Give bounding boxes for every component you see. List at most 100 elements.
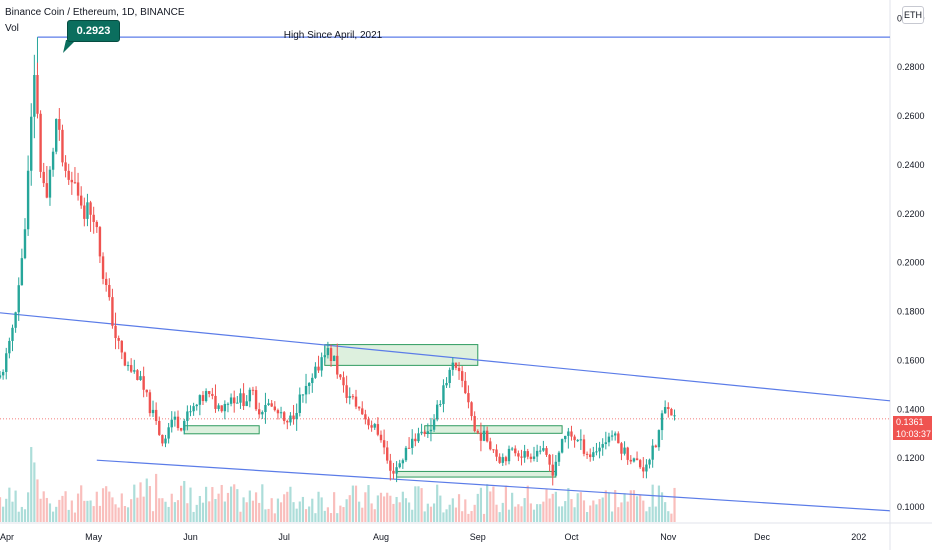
candle-body — [548, 454, 551, 465]
candle-body — [501, 457, 504, 463]
candle-body — [317, 366, 320, 371]
volume-bar — [364, 492, 367, 522]
volume-bar — [289, 486, 292, 522]
candle-body — [370, 425, 373, 428]
candle-body — [242, 393, 245, 407]
candle-body — [139, 376, 142, 380]
candle-body — [92, 214, 95, 222]
x-tick-label: Aug — [373, 532, 389, 542]
candle-body — [473, 416, 476, 432]
candle-body — [79, 195, 83, 206]
candle-body — [30, 116, 33, 171]
volume-bar — [354, 485, 358, 522]
volume-bar — [89, 500, 92, 522]
volume-bar — [361, 507, 364, 522]
candles — [0, 54, 676, 486]
volume-bar — [457, 494, 461, 522]
candle-body — [523, 451, 526, 458]
candle-body — [251, 389, 255, 391]
currency-button[interactable]: ETH — [902, 6, 924, 24]
x-tick-label: Jun — [183, 532, 198, 542]
candle-body — [76, 182, 80, 196]
volume-bar — [507, 509, 511, 522]
volume-bar — [108, 491, 111, 522]
volume-bar — [258, 502, 261, 522]
candle-body — [382, 440, 386, 448]
volume-bar — [67, 509, 70, 522]
volume-bar — [476, 493, 479, 522]
volume-bar — [111, 497, 114, 522]
volume-bar — [208, 501, 211, 522]
candle-body — [526, 451, 529, 457]
volume-bar — [314, 513, 317, 522]
volume-bar — [632, 490, 636, 522]
candle-body — [339, 374, 342, 378]
candle-body — [167, 427, 170, 439]
candle-body — [164, 438, 167, 444]
candle-body — [589, 454, 592, 458]
volume-bars — [0, 447, 676, 522]
candle-body — [189, 411, 192, 413]
candle-body — [51, 151, 55, 170]
volume-bar — [105, 486, 108, 522]
volume-bar — [517, 504, 520, 522]
volume-bar — [205, 486, 208, 522]
volume-bar — [61, 495, 64, 522]
candle-body — [482, 430, 486, 441]
upper-trendline — [0, 312, 891, 402]
candle-body — [5, 353, 8, 372]
candle-body — [495, 449, 498, 457]
candle-body — [133, 370, 136, 372]
volume-bar — [351, 485, 354, 522]
volume-bar — [76, 493, 80, 522]
volume-bar — [417, 486, 420, 522]
candle-body — [354, 396, 358, 407]
candle-body — [357, 406, 361, 409]
volume-bar — [501, 502, 504, 522]
candle-body — [248, 389, 252, 402]
volume-bar — [473, 504, 476, 522]
candle-body — [0, 375, 2, 378]
candle-body — [670, 409, 673, 416]
candle-body — [192, 406, 195, 412]
volume-bar — [95, 491, 98, 522]
candle-body — [20, 258, 24, 286]
candle-body — [208, 391, 211, 394]
volume-bar — [454, 507, 458, 522]
candle-body — [336, 355, 339, 375]
volume-bar — [251, 500, 255, 522]
x-tick-label: Sep — [470, 532, 486, 542]
volume-bar — [620, 502, 623, 522]
volume-bar — [126, 507, 130, 522]
volume-bar — [242, 497, 245, 522]
volume-bar — [42, 491, 45, 522]
candle-body — [89, 202, 92, 215]
volume-bar — [192, 511, 195, 522]
volume-bar — [376, 495, 379, 522]
candle-body — [470, 402, 473, 417]
candle-body — [398, 463, 401, 468]
volume-bar — [626, 501, 629, 522]
volume-bar — [276, 498, 280, 522]
volume-bar — [142, 496, 145, 522]
volume-bar — [8, 487, 11, 522]
candle-body — [170, 419, 173, 428]
volume-bar — [642, 500, 645, 522]
y-tick-label: 0.1200 — [897, 453, 925, 463]
x-tick-label: May — [85, 532, 103, 542]
candle-body — [504, 457, 508, 462]
volume-bar — [551, 493, 554, 522]
candle-body — [217, 405, 220, 409]
candle-body — [529, 456, 533, 459]
volume-bar — [448, 504, 451, 522]
x-tick-label: Jul — [278, 532, 290, 542]
candle-body — [254, 390, 258, 410]
candle-body — [361, 408, 364, 415]
volume-bar — [11, 501, 14, 522]
x-tick-label: Dec — [754, 532, 771, 542]
candle-body — [8, 340, 11, 354]
candle-body — [585, 453, 589, 455]
volume-bar — [504, 485, 507, 522]
volume-bar — [326, 507, 329, 522]
